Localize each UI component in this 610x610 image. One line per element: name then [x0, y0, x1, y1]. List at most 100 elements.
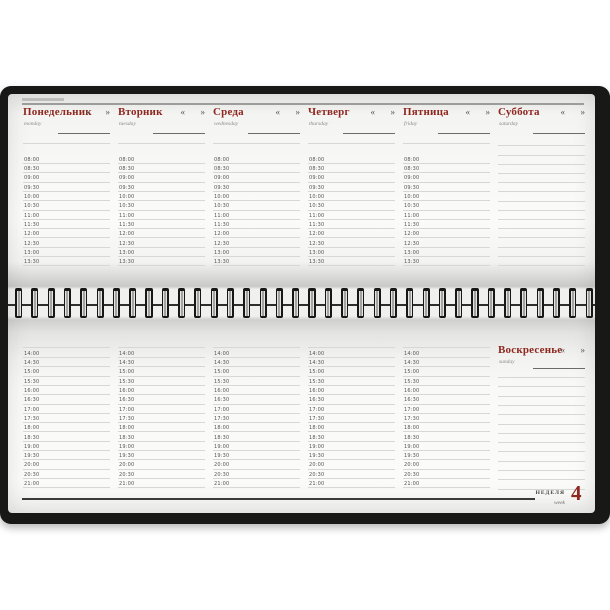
time-label: 08:30: [404, 166, 420, 173]
time-label: 09:00: [24, 175, 40, 182]
prev-week-icon: «: [560, 107, 566, 117]
rule-line: [403, 459, 490, 461]
rule-line: [118, 246, 205, 248]
rule-line: [403, 256, 490, 257]
rule-line: [308, 246, 395, 248]
day-column: Четверг « » thursday 08:00 08:30 09:00 09:30 10:…: [308, 94, 395, 513]
time-label: 20:00: [119, 462, 135, 469]
rule-line: [213, 468, 300, 470]
time-label: 17:30: [404, 415, 420, 422]
spiral-coil-icon: [487, 288, 495, 318]
prev-week-icon: «: [275, 107, 281, 117]
time-label: 12:30: [119, 240, 135, 247]
rule-line: [118, 440, 205, 442]
time-label: 08:30: [24, 166, 40, 173]
time-label: 11:00: [214, 212, 230, 219]
time-label: 14:30: [119, 360, 135, 367]
day-name: Воскресенье: [498, 344, 563, 356]
rule-line: [23, 375, 110, 377]
time-label: 16:30: [119, 397, 135, 404]
rule-line: [213, 228, 300, 230]
day-header: Четверг « »: [308, 106, 395, 120]
rule-line: [118, 237, 205, 239]
rule-line: [403, 422, 490, 424]
day-column: Воскресенье «» sunday: [498, 94, 585, 513]
time-label: 21:00: [404, 481, 420, 487]
rule-line: [23, 357, 110, 358]
time-label: 20:30: [214, 471, 230, 478]
time-label: 08:00: [214, 156, 230, 163]
time-label: 17:00: [404, 406, 420, 413]
time-label: 11:30: [24, 221, 40, 228]
time-label: 15:30: [309, 378, 325, 385]
page-split-line: [8, 304, 595, 306]
rule-line: [118, 384, 205, 386]
spiral-coil-icon: [585, 288, 593, 318]
rule-line: [213, 487, 300, 489]
rule-line: [403, 200, 490, 202]
time-label: 14:00: [119, 350, 135, 357]
rule-line: [403, 412, 490, 414]
date-line: [533, 368, 585, 369]
rule-line: [23, 394, 110, 396]
rule-line: [498, 395, 585, 397]
rule-line: [213, 357, 300, 358]
time-label: 15:30: [119, 378, 135, 385]
rule-line: [213, 366, 300, 368]
rule-line: [403, 357, 490, 358]
rule-line: [308, 357, 395, 358]
rule-line: [23, 431, 110, 433]
spiral-binding: [8, 288, 595, 318]
time-label: 15:00: [404, 369, 420, 376]
time-label: 12:30: [404, 240, 420, 247]
rule-line: [23, 172, 110, 174]
prev-week-icon: «: [465, 107, 471, 117]
rule-line: [118, 347, 205, 348]
time-label: 11:30: [404, 221, 420, 228]
time-label: 12:00: [24, 231, 40, 238]
spiral-coil-icon: [438, 288, 446, 318]
spiral-coil-icon: [112, 288, 120, 318]
rule-line: [403, 237, 490, 239]
time-label: 16:00: [309, 388, 325, 394]
week-label-en: week: [554, 500, 565, 506]
rule-line: [308, 440, 395, 442]
time-label: 16:00: [214, 388, 230, 394]
spiral-coil-icon: [471, 288, 479, 318]
time-label: 08:00: [309, 156, 325, 163]
rule-line: [23, 163, 110, 164]
rule-line: [403, 375, 490, 377]
day-name: Понедельник: [23, 106, 92, 118]
time-label: 10:30: [404, 203, 420, 210]
rule-line: [23, 246, 110, 248]
rule-line: [403, 394, 490, 396]
rule-line: [23, 228, 110, 230]
rule-line: [213, 237, 300, 239]
time-label: 10:00: [119, 194, 135, 200]
time-label: 17:30: [309, 415, 325, 422]
rule-line: [498, 182, 585, 184]
rule-line: [308, 450, 395, 451]
rule-line: [308, 459, 395, 461]
rule-line: [23, 256, 110, 257]
day-subtitle: wednesday: [214, 120, 239, 127]
time-label: 14:00: [24, 350, 40, 357]
time-label: 18:30: [119, 434, 135, 441]
time-label: 08:30: [119, 166, 135, 173]
rule-line: [213, 459, 300, 461]
time-label: 20:30: [309, 471, 325, 478]
prev-week-icon: «: [370, 107, 376, 117]
rule-line: [498, 265, 585, 266]
rule-line: [403, 218, 490, 220]
time-label: 11:00: [24, 212, 40, 219]
date-line: [533, 133, 585, 134]
rule-line: [498, 451, 585, 453]
time-label: 09:00: [309, 175, 325, 182]
time-label: 17:00: [214, 406, 230, 413]
rule-line: [213, 403, 300, 405]
day-column: Среда « » wednesday 08:00 08:30 09:00 09:30 10:0…: [213, 94, 300, 513]
time-label: 08:00: [119, 156, 135, 163]
rule-line: [308, 412, 395, 414]
time-label: 08:00: [24, 156, 40, 163]
time-label: 18:00: [24, 425, 40, 432]
